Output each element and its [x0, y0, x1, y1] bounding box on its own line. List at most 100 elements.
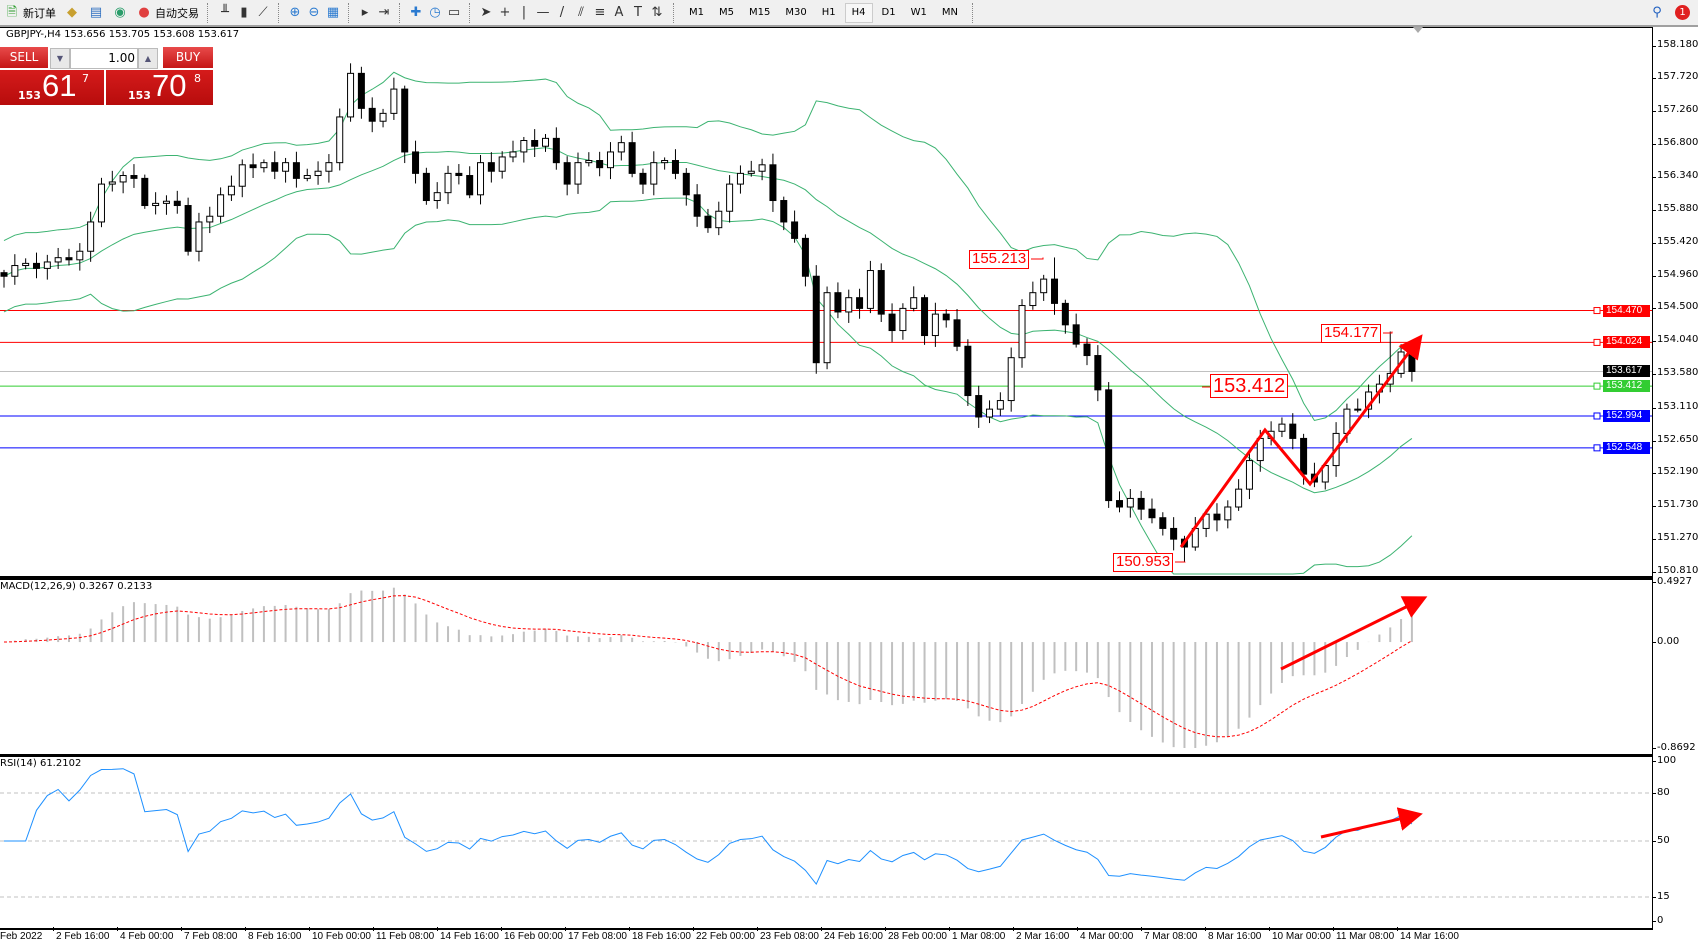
time-axis-tick	[245, 927, 246, 931]
candle-bearish	[271, 162, 279, 172]
lot-down-button[interactable]: ▼	[50, 48, 70, 69]
tile-windows-icon[interactable]: ▦	[326, 4, 340, 20]
timeframe-h4[interactable]: H4	[844, 2, 873, 23]
auto-trading-button[interactable]: ● 自动交易	[132, 2, 203, 24]
annotation-low-150953[interactable]: 150.953	[1113, 553, 1174, 572]
candle-bearish	[801, 237, 809, 277]
new-order-button[interactable]: 🗎 新订单	[0, 2, 60, 24]
templates-icon[interactable]: ▭	[447, 4, 461, 20]
price-axis-tick	[1652, 440, 1656, 442]
time-axis-tick	[53, 927, 54, 931]
timeframe-m30[interactable]: M30	[785, 6, 807, 18]
vertical-line-icon[interactable]: |	[521, 4, 527, 20]
candle-bullish	[715, 210, 723, 229]
candle-bearish	[531, 140, 539, 147]
rsi-pane[interactable]	[0, 755, 1653, 930]
candle-bearish	[975, 395, 983, 418]
time-axis-tick	[501, 927, 502, 931]
buy-button[interactable]: BUY	[163, 47, 213, 68]
price-axis-label: 157.720	[1657, 71, 1698, 83]
rsi-line	[4, 768, 1413, 886]
crosshair-icon[interactable]: +	[499, 4, 511, 20]
new-order-label: 新订单	[23, 6, 56, 20]
annotation-level-153412[interactable]: 153.412	[1210, 374, 1289, 398]
arrows-icon[interactable]: ⇅	[651, 4, 663, 20]
chart-shift-icon[interactable]: ⇥	[378, 4, 390, 20]
annotation-high-154177[interactable]: 154.177	[1321, 324, 1382, 343]
time-axis-tick	[949, 927, 950, 931]
timeframe-w1[interactable]: W1	[910, 6, 927, 18]
price-axis-tick	[1652, 341, 1656, 343]
candle-bearish	[1072, 324, 1080, 345]
buy-price[interactable]: 153 70 8	[106, 68, 213, 105]
horizontal-line-handle	[1593, 382, 1601, 390]
time-axis-label: 14 Mar 16:00	[1400, 931, 1459, 942]
timeframe-m15[interactable]: M15	[749, 6, 771, 18]
zoom-in-icon[interactable]: ⊕	[289, 4, 301, 20]
candle-bullish	[444, 172, 452, 194]
lot-up-button[interactable]: ▲	[138, 48, 158, 69]
bar-chart-icon[interactable]: ╨	[221, 4, 229, 20]
fibonacci-icon[interactable]: ≡	[594, 4, 606, 20]
candle-bearish	[422, 172, 430, 202]
candle-bearish	[769, 164, 777, 202]
price-axis-label: 153.580	[1657, 367, 1698, 379]
candle-bearish	[552, 137, 560, 164]
candle-bearish	[1083, 343, 1091, 357]
indicators-icon[interactable]: ✚	[410, 4, 422, 20]
one-click-trading-panel: SELL ▼ 1.00 ▲ BUY 153 61 7 153 70 8	[0, 47, 213, 105]
equidistant-channel-icon[interactable]: ⫽	[578, 4, 584, 20]
timeframe-h1[interactable]: H1	[821, 6, 836, 18]
sell-price[interactable]: 153 61 7	[0, 68, 104, 105]
time-axis-tick	[437, 927, 438, 931]
price-axis-label: 153.110	[1657, 400, 1698, 412]
price-axis-label: 152.650	[1657, 433, 1698, 445]
gold-icon: ◆	[67, 4, 77, 20]
data-window-button[interactable]: ▤	[84, 2, 108, 24]
text-icon[interactable]: A	[614, 4, 624, 20]
candlestick-icon[interactable]: ▮	[240, 4, 248, 20]
candle-bearish	[1170, 527, 1178, 540]
timeframe-m1[interactable]: M1	[689, 6, 704, 18]
cursor-icon[interactable]: ➤	[480, 4, 492, 20]
timeframe-mn[interactable]: MN	[941, 6, 958, 18]
trend-arrow-price	[1179, 334, 1423, 548]
price-axis-tick	[1652, 176, 1656, 178]
rsi-axis-label: 100	[1657, 755, 1677, 766]
candle-bearish	[455, 172, 463, 177]
candle-bullish	[206, 215, 214, 223]
candle-bullish	[585, 160, 593, 164]
periods-icon[interactable]: ◷	[429, 4, 441, 20]
autoscroll-icon[interactable]: ▸	[361, 4, 369, 20]
search-icon[interactable]: ⚲	[1652, 4, 1662, 20]
price-axis-label: 156.340	[1657, 169, 1698, 181]
annotation-high-155213[interactable]: 155.213	[969, 250, 1030, 269]
lot-size-input[interactable]: 1.00	[70, 48, 138, 69]
auto-trading-icon: ●	[138, 4, 150, 20]
time-axis-label: 18 Feb 16:00	[632, 931, 691, 942]
candle-bullish	[910, 297, 918, 309]
candle-bullish	[747, 170, 755, 174]
trendline-icon[interactable]: /	[559, 4, 565, 20]
market-watch-button[interactable]: ◆	[60, 2, 84, 24]
time-axis-tick	[629, 927, 630, 931]
price-line-label: 154.024	[1603, 336, 1650, 349]
candle-bullish	[606, 151, 614, 169]
line-chart-icon[interactable]: ⟋	[258, 4, 268, 20]
chart-shift-marker[interactable]	[1413, 27, 1423, 33]
candle-bullish	[227, 185, 235, 196]
timeframe-d1[interactable]: D1	[881, 6, 896, 18]
tools-group: ╨ ▮ ⟋ ⊕ ⊖ ▦ ▸ ⇥ ✚ ◷ ▭ ➤ + | — / ⫽ ≡ A T ⇅	[213, 2, 669, 24]
horizontal-line-icon[interactable]: —	[536, 4, 550, 20]
text-label-icon[interactable]: T	[634, 4, 642, 20]
time-axis-label: 2 Mar 16:00	[1016, 931, 1070, 942]
timeframe-m5[interactable]: M5	[719, 6, 734, 18]
zoom-out-icon[interactable]: ⊖	[308, 4, 320, 20]
price-line-label: 152.994	[1603, 409, 1650, 422]
notification-badge[interactable]: 1	[1675, 5, 1690, 20]
price-chart-pane[interactable]	[0, 27, 1653, 578]
sell-button[interactable]: SELL	[0, 47, 48, 68]
signals-button[interactable]: ◉	[108, 2, 132, 24]
macd-axis-tick	[1652, 748, 1656, 749]
price-axis-label: 154.040	[1657, 334, 1698, 346]
